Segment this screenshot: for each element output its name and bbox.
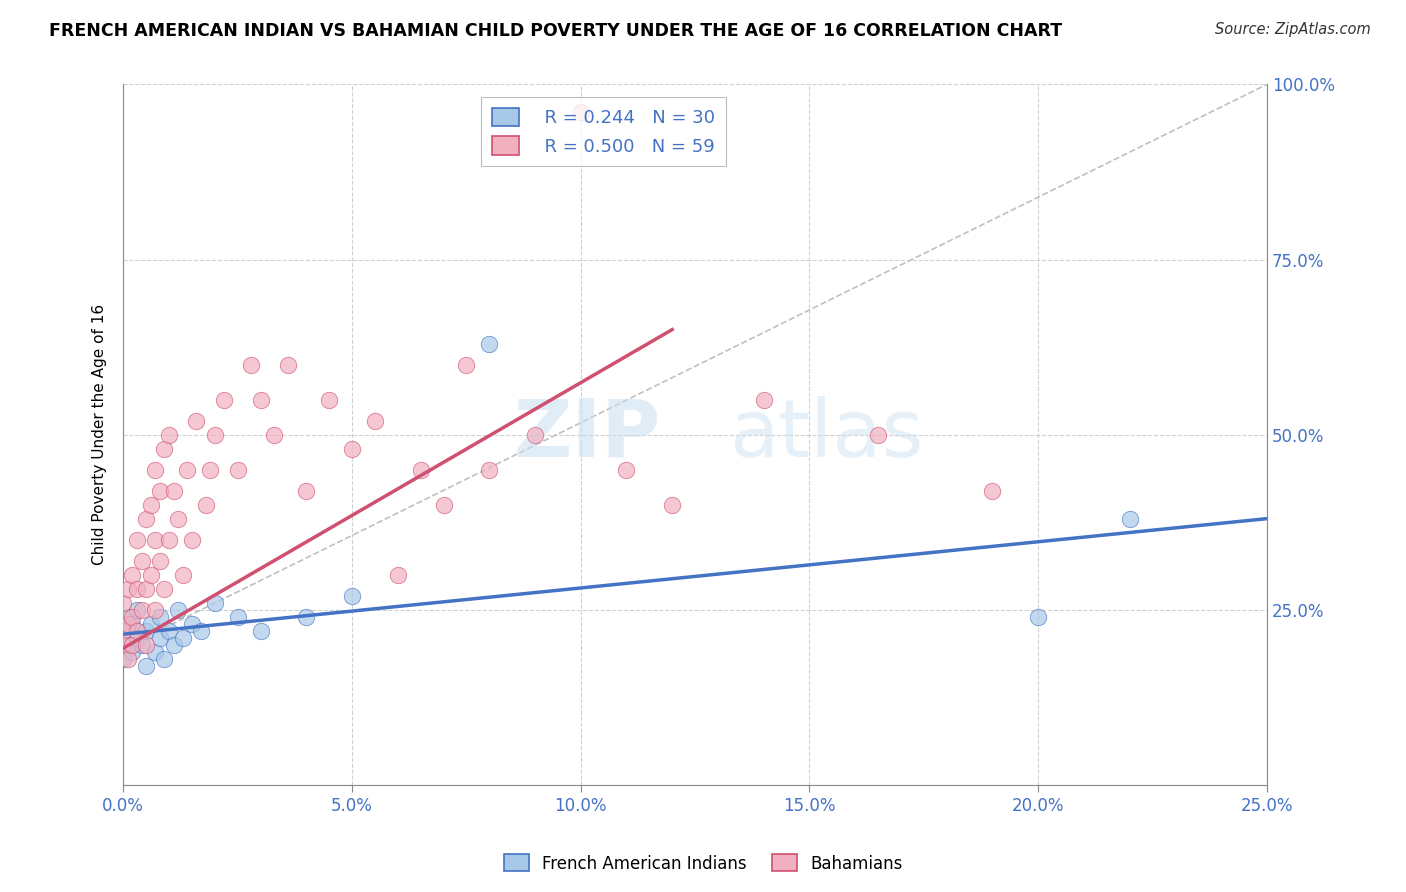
Point xyxy=(143,645,166,659)
Point xyxy=(153,582,176,596)
Point xyxy=(263,427,285,442)
Point xyxy=(139,498,162,512)
Point xyxy=(194,498,217,512)
Text: ZIP: ZIP xyxy=(513,395,661,474)
Point xyxy=(524,427,547,442)
Point xyxy=(121,616,143,631)
Point xyxy=(1118,511,1140,525)
Point xyxy=(180,616,202,631)
Point xyxy=(117,609,139,624)
Point xyxy=(162,638,184,652)
Point xyxy=(162,483,184,498)
Legend:   R = 0.244   N = 30,   R = 0.500   N = 59: R = 0.244 N = 30, R = 0.500 N = 59 xyxy=(481,97,727,167)
Point xyxy=(117,582,139,596)
Point xyxy=(157,624,180,638)
Point xyxy=(117,651,139,665)
Point xyxy=(149,554,172,568)
Point xyxy=(117,616,139,631)
Point xyxy=(364,414,387,428)
Point xyxy=(135,638,157,652)
Point xyxy=(318,392,340,407)
Point xyxy=(295,609,318,624)
Point xyxy=(149,483,172,498)
Point xyxy=(212,392,235,407)
Point xyxy=(478,336,501,351)
Point xyxy=(135,511,157,525)
Text: FRENCH AMERICAN INDIAN VS BAHAMIAN CHILD POVERTY UNDER THE AGE OF 16 CORRELATION: FRENCH AMERICAN INDIAN VS BAHAMIAN CHILD… xyxy=(49,22,1063,40)
Point xyxy=(131,602,153,616)
Point xyxy=(157,533,180,547)
Point xyxy=(125,582,148,596)
Point xyxy=(200,462,222,476)
Point xyxy=(249,392,271,407)
Point xyxy=(149,609,172,624)
Point xyxy=(432,498,454,512)
Point xyxy=(176,462,198,476)
Point xyxy=(153,442,176,456)
Point xyxy=(139,567,162,582)
Point xyxy=(186,414,208,428)
Point xyxy=(226,462,249,476)
Point xyxy=(135,658,157,673)
Point xyxy=(131,638,153,652)
Point xyxy=(153,651,176,665)
Point xyxy=(112,596,135,610)
Point xyxy=(1026,609,1049,624)
Point xyxy=(204,596,226,610)
Point xyxy=(868,427,890,442)
Point xyxy=(172,567,194,582)
Point xyxy=(121,609,143,624)
Point xyxy=(131,554,153,568)
Point xyxy=(125,533,148,547)
Point xyxy=(112,624,135,638)
Point xyxy=(135,624,157,638)
Point xyxy=(125,602,148,616)
Point xyxy=(167,602,190,616)
Point xyxy=(409,462,432,476)
Point xyxy=(226,609,249,624)
Point xyxy=(121,645,143,659)
Point xyxy=(190,624,212,638)
Point xyxy=(139,616,162,631)
Point xyxy=(121,638,143,652)
Y-axis label: Child Poverty Under the Age of 16: Child Poverty Under the Age of 16 xyxy=(93,304,107,566)
Point xyxy=(295,483,318,498)
Point xyxy=(981,483,1004,498)
Point xyxy=(249,624,271,638)
Point xyxy=(112,624,135,638)
Point xyxy=(569,105,592,120)
Point xyxy=(340,589,363,603)
Point xyxy=(143,462,166,476)
Point xyxy=(143,533,166,547)
Text: atlas: atlas xyxy=(730,395,924,474)
Point xyxy=(125,631,148,645)
Legend: French American Indians, Bahamians: French American Indians, Bahamians xyxy=(496,847,910,880)
Point xyxy=(478,462,501,476)
Point xyxy=(149,631,172,645)
Point xyxy=(112,651,135,665)
Point xyxy=(135,582,157,596)
Point xyxy=(143,602,166,616)
Point xyxy=(180,533,202,547)
Text: Source: ZipAtlas.com: Source: ZipAtlas.com xyxy=(1215,22,1371,37)
Point xyxy=(387,567,409,582)
Point xyxy=(752,392,775,407)
Point xyxy=(277,358,299,372)
Point xyxy=(121,567,143,582)
Point xyxy=(117,638,139,652)
Point xyxy=(112,638,135,652)
Point xyxy=(125,624,148,638)
Point xyxy=(661,498,683,512)
Point xyxy=(456,358,478,372)
Point xyxy=(240,358,263,372)
Point xyxy=(167,511,190,525)
Point xyxy=(616,462,638,476)
Point xyxy=(204,427,226,442)
Point xyxy=(172,631,194,645)
Point xyxy=(340,442,363,456)
Point xyxy=(157,427,180,442)
